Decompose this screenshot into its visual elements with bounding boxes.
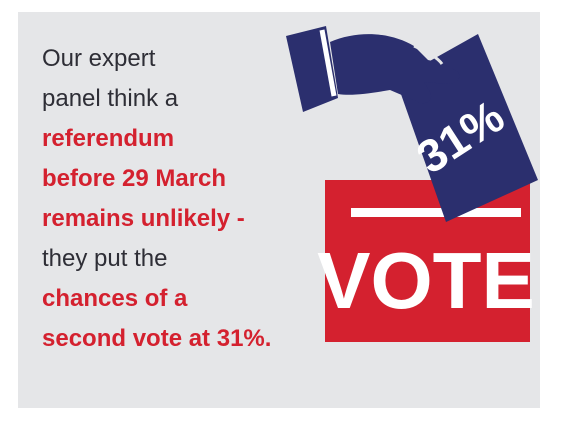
caption-line-3: referendum [42, 125, 175, 152]
caption-line-7: chances of a [42, 285, 188, 312]
caption-text: Our expert panel think a referendum befo… [42, 39, 322, 359]
caption-line-1: Our expert [42, 45, 156, 72]
caption-line-8: second vote at 31%. [42, 325, 272, 352]
infographic-card: Our expert panel think a referendum befo… [18, 12, 540, 408]
caption-line-6: they put the [42, 245, 168, 272]
ballot-illustration: VOTE 31% [286, 26, 538, 342]
caption-line-2: panel think a [42, 85, 179, 112]
caption-line-4: before 29 March [42, 165, 227, 192]
hand-icon [286, 26, 460, 112]
vote-label: VOTE [317, 236, 535, 325]
ballot-box-icon: VOTE [317, 180, 535, 342]
caption-line-5: remains unlikely - [42, 205, 245, 232]
